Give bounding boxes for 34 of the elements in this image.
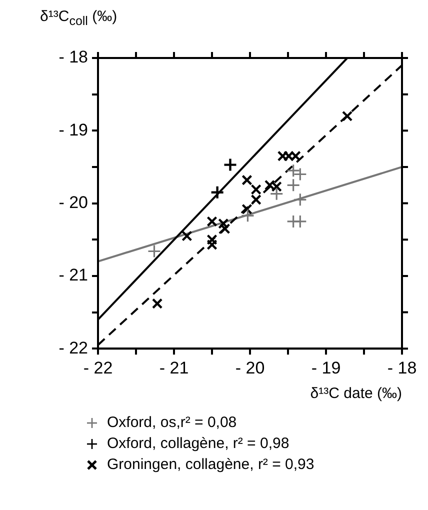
point [277, 150, 288, 162]
point [342, 110, 353, 122]
point [147, 244, 162, 258]
legend-label: Groningen, collagène, r² = 0,93 [107, 456, 314, 473]
x-axis-title: δ¹³C date (‰) [310, 385, 402, 402]
y-axis-title: δ¹³C$_{coll}$ (‰) [40, 8, 118, 28]
point [270, 187, 284, 201]
point [264, 180, 276, 190]
y-tick-label: - 20 [58, 192, 88, 212]
point [206, 216, 218, 227]
legend-label: Oxford, collagène, r² = 0,98 [107, 435, 290, 452]
y-tick-label: - 18 [58, 48, 88, 67]
point [293, 192, 307, 206]
point [290, 150, 301, 162]
point [283, 150, 294, 162]
point [152, 298, 163, 309]
x-tick-label: - 18 [387, 358, 417, 378]
x-tick-label: - 20 [235, 358, 265, 378]
legend-label: Oxford, os,r² = 0,08 [107, 414, 237, 431]
point [242, 204, 252, 214]
x-tick-label: - 21 [159, 358, 189, 378]
point [293, 214, 307, 228]
y-tick-label: - 22 [58, 338, 88, 358]
y-tick-label: - 19 [58, 120, 88, 140]
point [240, 208, 255, 222]
point [286, 178, 300, 192]
x-tick-label: - 22 [83, 358, 113, 378]
point [210, 185, 224, 200]
x-tick-label: - 19 [311, 358, 341, 378]
point [271, 181, 282, 192]
y-tick-label: - 21 [58, 266, 88, 285]
point [242, 174, 252, 186]
point [182, 230, 192, 242]
point [223, 158, 238, 172]
